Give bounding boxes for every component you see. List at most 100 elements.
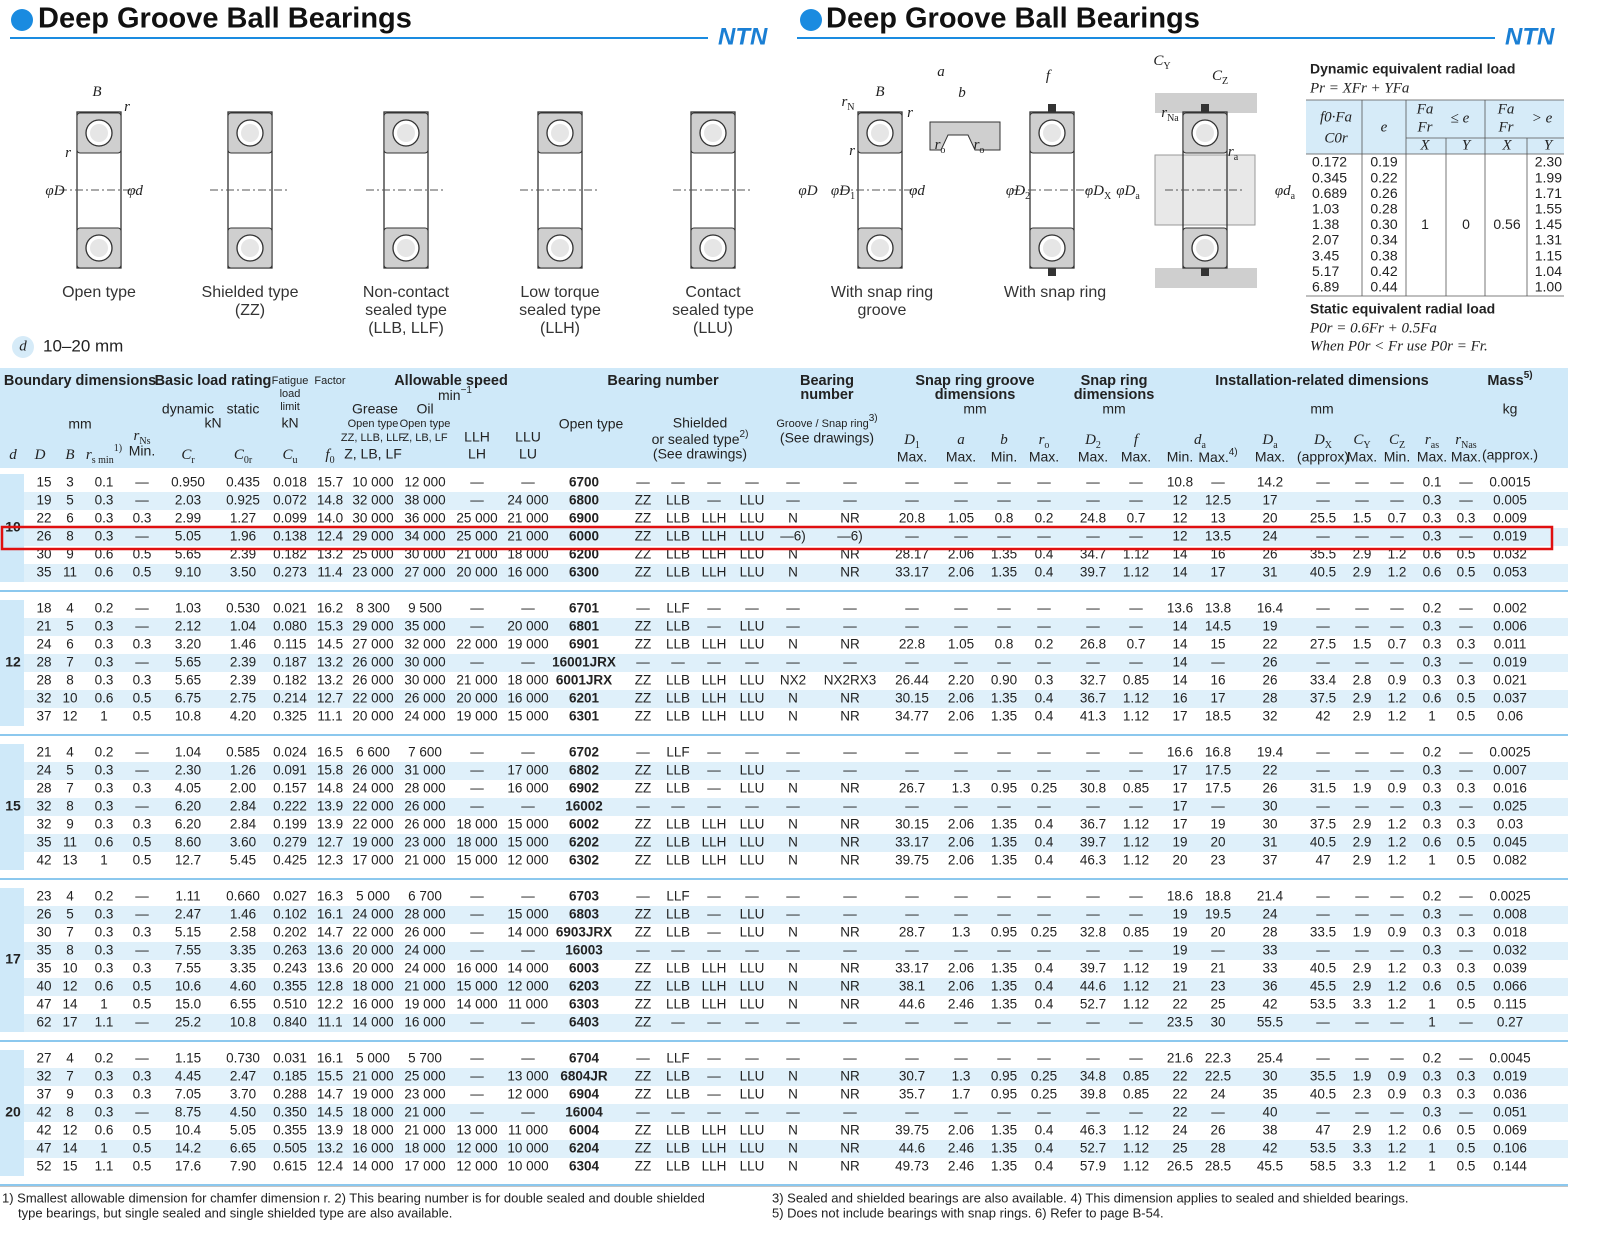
table-cell: 14 000 [352,1015,393,1030]
column-symbol: rs min1) [86,443,122,466]
table-cell: — [1086,493,1100,508]
table-cell: ZZ [635,1087,652,1102]
table-cell: 0.115 [1494,997,1527,1012]
footnote: 1) Smallest allowable dimension for cham… [2,1190,705,1205]
table-cell: 5 000 [356,1051,390,1066]
drawing-label-main: φd [1275,183,1291,199]
table-cell: 0.157 [273,781,307,796]
table-cell: 0.4 [1035,835,1054,850]
table-cell: — [905,907,919,922]
table-cell: — [470,655,484,670]
factor-head: Fa [1497,101,1515,117]
table-cell: NR [840,925,860,940]
table-cell: 1.12 [1123,961,1149,976]
table-cell: 0.3 [95,673,114,688]
table-cell: — [1390,1015,1404,1030]
table-cell: 6904 [569,1087,600,1102]
factor-cell: 0.30 [1370,216,1397,232]
column-header: dimensions [1074,387,1155,403]
column-symbol: B [65,447,74,463]
table-cell: — [843,655,857,670]
table-cell: 35 000 [404,619,445,634]
table-cell: 6203 [569,979,600,994]
table-cell: 1.35 [991,1159,1017,1174]
table-cell: 1.5 [1353,637,1372,652]
column-symbol-sub: Z [1399,440,1405,451]
table-cell: 0.25 [1031,781,1057,796]
table-cell: 27.5 [1310,637,1336,652]
table-cell: 32 [36,691,51,706]
table-cell: — [470,907,484,922]
table-cell: — [1355,1105,1369,1120]
row-band [24,798,1568,816]
table-cell: 26.5 [1167,1159,1193,1174]
table-cell: 0.4 [1035,961,1054,976]
bearing-drawing [59,111,139,269]
table-cell: 19 000 [404,997,445,1012]
title-dot [11,9,33,31]
column-symbol-sub: r [191,455,195,466]
table-cell: — [1316,619,1330,634]
column-header: LH [468,446,486,462]
figure-caption: Low torque [520,284,599,301]
table-cell: 2.75 [230,691,256,706]
table-cell: ZZ [635,763,652,778]
drawing-label-sub: a [1135,191,1140,202]
table-cell: 11.4 [317,565,343,580]
table-cell: — [135,763,149,778]
table-cell: ZZ [635,853,652,868]
table-cell: — [1355,655,1369,670]
table-cell: 30 000 [404,547,445,562]
table-cell: 3.60 [230,835,256,850]
table-cell: LLB [666,619,690,634]
table-cell: 2.58 [230,925,256,940]
table-cell: 1.04 [175,745,202,760]
table-cell: 19 000 [456,709,497,724]
table-cell: 12 000 [456,1159,497,1174]
table-cell: 6202 [569,835,599,850]
column-header: Boundary dimensions [4,373,156,389]
table-cell: — [1390,1051,1404,1066]
column-symbol: f [1134,432,1140,448]
table-cell: 26 [1262,655,1277,670]
table-cell: 0.3 [1423,943,1442,958]
table-cell: 2.46 [948,1141,974,1156]
column-symbol-sub: u [293,455,298,466]
drawing-label: φDa [1116,183,1140,202]
table-cell: 26 [1262,673,1277,688]
table-cell: 11 000 [508,997,548,1012]
table-cell: — [1086,619,1100,634]
column-symbol-main: C [234,447,245,463]
table-cell: 1.35 [991,1141,1017,1156]
table-cell: — [135,889,149,904]
table-cell: 26 000 [404,799,445,814]
table-cell: — [1316,799,1330,814]
table-cell: — [745,1105,759,1120]
table-cell: 2.9 [1353,817,1372,832]
table-cell: 20 000 [456,691,497,706]
factor-cell: 0.42 [1370,263,1397,279]
column-header: Bearing number [607,373,719,389]
column-header: Grease [352,401,398,417]
table-cell: 0.3 [1457,781,1476,796]
table-cell: — [1086,943,1100,958]
table-cell: 6 [66,637,74,652]
table-cell: 11 [63,565,77,580]
table-cell: LLU [740,547,765,562]
table-cell: 24 000 [352,781,393,796]
row-band [24,1014,1568,1032]
table-cell: LLU [740,1087,765,1102]
table-cell: 0.355 [273,979,307,994]
column-symbol-main: d [1194,432,1202,448]
table-cell: 0.2 [95,601,114,616]
table-cell: — [707,925,721,940]
table-cell: — [707,889,721,904]
drawing-label-main: φD [1006,183,1025,199]
drawing-label: r [849,143,855,159]
table-cell: 5.05 [175,529,201,544]
group-d: 20 [5,1104,21,1120]
table-cell: 0.3 [1423,907,1442,922]
table-cell: 39.7 [1080,961,1106,976]
table-cell: — [521,475,535,490]
table-cell: 16001JRX [552,655,616,670]
